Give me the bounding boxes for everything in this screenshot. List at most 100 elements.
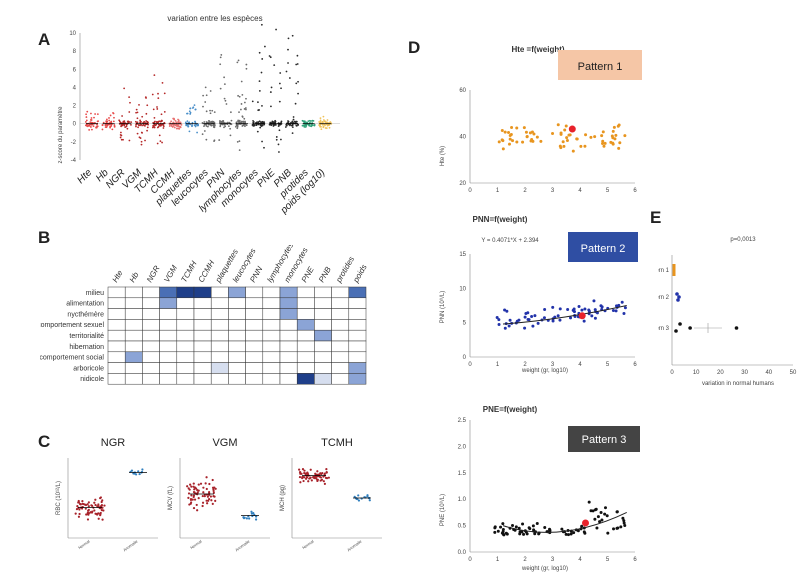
panel-b-cell: [159, 340, 178, 353]
panel-b-cell: [228, 351, 246, 363]
panel-a-point: [219, 121, 221, 124]
panel-c-point-group1: [214, 499, 217, 502]
panel-a-point: [210, 120, 213, 123]
panel-a-point: [284, 126, 287, 128]
panel-e-category-label: pattern 1: [658, 268, 670, 274]
panel-d2-xlabel: weight (gr, log10): [521, 368, 568, 374]
panel-c-point-group1: [100, 509, 104, 512]
panel-e-pattern3-point: [688, 326, 692, 330]
panel-d3-point: [518, 532, 522, 536]
panel-a-point: [107, 123, 109, 126]
panel-a-point: [219, 87, 222, 90]
panel-d1-point: [539, 139, 543, 143]
panel-c-point-group1: [211, 502, 214, 505]
panel-b-cell: [107, 297, 126, 309]
panel-a-category-label: Hte: [75, 167, 94, 186]
panel-a-point: [94, 113, 96, 115]
panel-c-point-group1: [206, 495, 209, 498]
panel-b-cell: [296, 329, 315, 342]
panel-a-ytick: 10: [69, 31, 76, 37]
panel-d1-point: [503, 130, 507, 134]
panel-c-point-group1: [101, 518, 104, 521]
panel-a-point: [104, 124, 107, 126]
panel-a-point: [105, 118, 108, 121]
panel-c-point-group1: [191, 498, 194, 501]
panel-d2-point: [592, 299, 596, 303]
panel-a-point: [138, 103, 140, 106]
panel-c-point-group1: [299, 471, 302, 474]
panel-d2-xtick: 3: [551, 362, 555, 368]
panel-a-ytick: 2: [73, 104, 77, 110]
panel-d1-point: [618, 141, 622, 145]
panel-e-pattern2-point: [675, 292, 679, 296]
panel-d2-point: [495, 316, 499, 320]
panel-a-point: [122, 138, 124, 141]
panel-c-point-group1: [317, 473, 321, 476]
panel-b-cell: [314, 373, 332, 385]
panel-e-pattern3-point: [678, 322, 682, 326]
panel-d3-point: [499, 525, 503, 529]
panel-d2-point: [503, 326, 507, 330]
panel-e-xtick: 20: [717, 370, 724, 376]
panel-a-point: [295, 63, 298, 66]
panel-b-cell: [296, 319, 315, 331]
panel-b-cell: [159, 329, 178, 342]
panel-d3-point: [580, 524, 584, 528]
panel-a-point: [186, 120, 189, 123]
panel-a-point: [126, 127, 129, 130]
panel-c-point-group1: [302, 479, 305, 483]
panel-a-point: [257, 101, 259, 104]
panel-e-pattern2-point: [676, 298, 680, 302]
panel-d3-point: [600, 518, 604, 522]
panel-d1-point: [565, 138, 569, 142]
panel-a-point: [201, 121, 204, 124]
panel-c-group2-label: Anomalie: [122, 538, 139, 552]
panel-b-cell: [176, 329, 195, 342]
panel-e-category-label: pattern 3: [658, 326, 670, 332]
panel-c-point-group1: [208, 482, 211, 486]
panel-a-point: [172, 121, 175, 124]
panel-a-point: [252, 121, 255, 124]
panel-a-point: [153, 116, 156, 119]
panel-a-point: [202, 105, 204, 108]
panel-a-point: [91, 121, 94, 124]
panel-b-cell: [279, 297, 298, 309]
panel-c-point-group2: [243, 516, 246, 519]
panel-d3-point: [623, 523, 627, 527]
panel-a-point: [153, 123, 156, 126]
panel-b-cell: [210, 329, 229, 342]
panel-e-xtick: 40: [765, 370, 772, 376]
panel-a-point: [128, 111, 131, 113]
panel-d3-point: [615, 510, 619, 514]
panel-b-cell: [124, 329, 143, 342]
panel-a-point: [203, 125, 205, 128]
panel-d2-xtick: 6: [633, 362, 637, 368]
panel-a-point: [197, 124, 200, 127]
panel-d2-point: [503, 308, 507, 312]
panel-c-ylabel: MCH (pg): [280, 485, 286, 511]
panel-d1-point: [575, 137, 579, 141]
panel-a-point: [119, 133, 122, 136]
panel-a-point: [139, 137, 142, 139]
panel-c-point-group1: [298, 475, 302, 479]
panel-b-cell: [331, 340, 350, 353]
panel-b-cell: [348, 351, 367, 363]
panel-d3-point: [612, 527, 616, 531]
panel-a-ylabel: z-score du paramètre: [58, 106, 64, 164]
panel-a-point: [307, 120, 310, 123]
panel-a-point: [152, 108, 155, 111]
panel-d2-point: [497, 318, 501, 322]
panel-a-point: [238, 95, 241, 98]
panel-a-point: [175, 121, 178, 124]
panel-d3-point: [603, 506, 607, 510]
panel-b-cell: [124, 286, 143, 299]
panel-d3-point: [589, 509, 593, 513]
panel-b-cell: [262, 329, 281, 342]
panel-c-point-group1: [316, 470, 319, 473]
panel-d3-point: [599, 511, 603, 515]
panel-a-point: [302, 120, 305, 123]
panel-c-point-group1: [209, 495, 212, 498]
panel-a-point: [105, 126, 108, 129]
panel-b-row-label: comportement social: [40, 355, 104, 362]
panel-a-point: [119, 136, 122, 139]
